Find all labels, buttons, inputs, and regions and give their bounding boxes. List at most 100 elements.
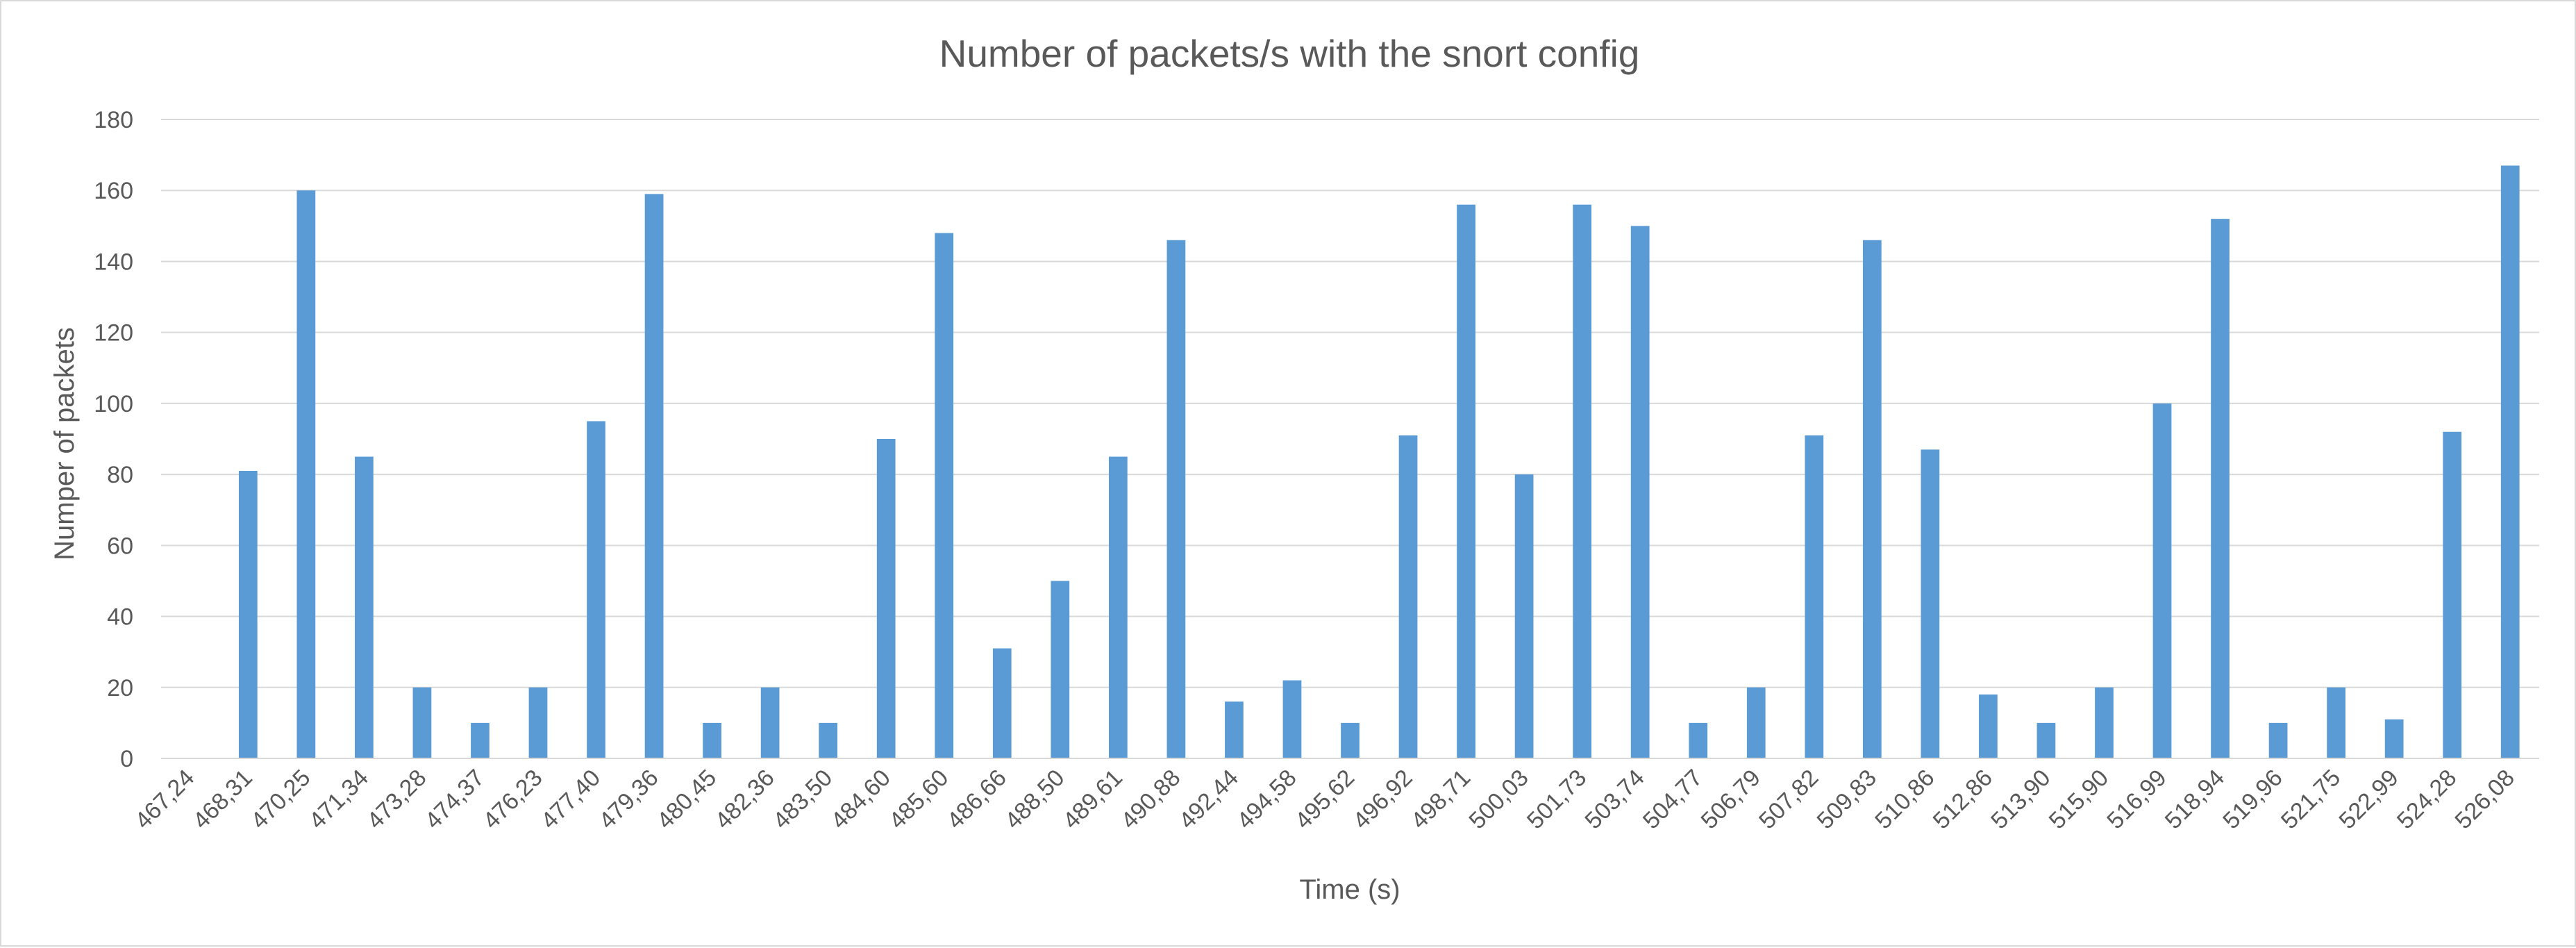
x-tick-label: 471,34: [304, 765, 374, 834]
bar: [2152, 403, 2172, 758]
bar: [1630, 226, 1650, 758]
bar: [1341, 722, 1360, 758]
bar: [1166, 240, 1186, 758]
x-tick-label: 498,71: [1406, 765, 1475, 834]
x-tick-label: 473,28: [362, 765, 431, 834]
bar: [355, 456, 374, 758]
bar: [2327, 687, 2345, 758]
bar: [1225, 701, 1244, 758]
y-tick-label: 120: [94, 320, 133, 347]
bar: [2384, 719, 2404, 758]
bar: [1457, 204, 1475, 759]
bar: [819, 722, 838, 758]
x-tick-label: 468,31: [188, 765, 258, 834]
x-tick-label: 516,99: [2102, 765, 2171, 834]
bar: [2268, 722, 2288, 758]
x-tick-label: 507,82: [1754, 765, 1823, 834]
bar: [2095, 687, 2114, 758]
x-tick-label: 484,60: [826, 765, 895, 834]
x-tick-label: 479,36: [594, 765, 663, 834]
x-tick-label: 515,90: [2044, 765, 2114, 834]
y-tick-label: 0: [120, 746, 133, 772]
bar: [2443, 431, 2462, 758]
x-tick-label: 503,74: [1580, 765, 1649, 834]
bar: [1051, 581, 1070, 758]
x-tick-label: 482,36: [710, 765, 779, 834]
y-tick-label: 180: [94, 107, 133, 133]
x-tick-label: 470,25: [246, 765, 315, 834]
bar: [1514, 474, 1534, 758]
bar: [644, 194, 664, 758]
bar: [1573, 204, 1592, 759]
bar: [412, 687, 432, 758]
bars: [238, 165, 2520, 759]
y-axis-ticks: 0 20 40 60 80 100 120 140 160 180: [94, 107, 133, 772]
bar: [2211, 219, 2230, 759]
bar: [760, 687, 780, 758]
x-tick-label: 509,83: [1812, 765, 1882, 834]
y-tick-label: 100: [94, 391, 133, 417]
bar: [703, 722, 721, 758]
bar: [471, 722, 490, 758]
y-tick-label: 80: [107, 462, 133, 488]
bar: [528, 687, 548, 758]
x-tick-label: 492,44: [1174, 765, 1244, 834]
bar: [1108, 456, 1128, 758]
y-tick-label: 60: [107, 533, 133, 559]
x-tick-label: 524,28: [2392, 765, 2461, 834]
bar: [2500, 165, 2520, 758]
x-tick-label: 474,37: [420, 765, 490, 834]
x-tick-label: 512,86: [1928, 765, 1998, 834]
x-tick-label: 501,73: [1522, 765, 1591, 834]
x-tick-label: 495,62: [1290, 765, 1360, 834]
x-tick-label: 504,77: [1638, 765, 1707, 834]
y-tick-label: 140: [94, 249, 133, 275]
x-axis-title: Time (s): [1299, 874, 1400, 905]
x-axis-ticks: 467,24468,31470,25471,34473,28474,37476,…: [130, 765, 2520, 834]
x-tick-label: 494,58: [1232, 765, 1301, 834]
x-tick-label: 521,75: [2276, 765, 2345, 834]
bar: [1921, 449, 1940, 758]
bar: [1398, 435, 1418, 758]
bar: [1979, 695, 1998, 758]
x-tick-label: 486,66: [942, 765, 1012, 834]
bar: [1689, 722, 1708, 758]
bar: [992, 648, 1012, 758]
x-tick-label: 510,86: [1870, 765, 1939, 834]
bar: [1805, 435, 1824, 758]
x-tick-label: 488,50: [1000, 765, 1069, 834]
x-tick-label: 519,96: [2218, 765, 2287, 834]
x-tick-label: 483,50: [768, 765, 837, 834]
bar: [1862, 240, 1882, 758]
bar: [935, 233, 954, 758]
x-tick-label: 489,61: [1058, 765, 1128, 834]
bar: [587, 421, 605, 758]
x-tick-label: 522,99: [2334, 765, 2403, 834]
bar: [296, 190, 316, 758]
bar: [238, 471, 258, 758]
x-tick-label: 496,92: [1348, 765, 1417, 834]
x-tick-label: 518,94: [2160, 765, 2230, 834]
bar: [2036, 722, 2056, 758]
x-tick-label: 490,88: [1116, 765, 1185, 834]
x-tick-label: 513,90: [1986, 765, 2055, 834]
x-tick-label: 467,24: [130, 765, 199, 834]
y-tick-label: 40: [107, 604, 133, 631]
x-tick-label: 476,23: [478, 765, 547, 834]
x-tick-label: 477,40: [536, 765, 605, 834]
y-axis-title: Numper of packets: [49, 327, 80, 560]
x-tick-label: 506,79: [1696, 765, 1766, 834]
x-tick-label: 500,03: [1464, 765, 1533, 834]
chart-title: Number of packets/s with the snort confi…: [939, 32, 1640, 75]
bar: [1282, 680, 1302, 758]
x-tick-label: 526,08: [2450, 765, 2519, 834]
bar: [876, 439, 896, 758]
gridlines: [161, 119, 2539, 688]
y-tick-label: 20: [107, 675, 133, 701]
x-tick-label: 485,60: [884, 765, 953, 834]
bar: [1746, 687, 1766, 758]
y-tick-label: 160: [94, 178, 133, 204]
x-tick-label: 480,45: [652, 765, 721, 834]
